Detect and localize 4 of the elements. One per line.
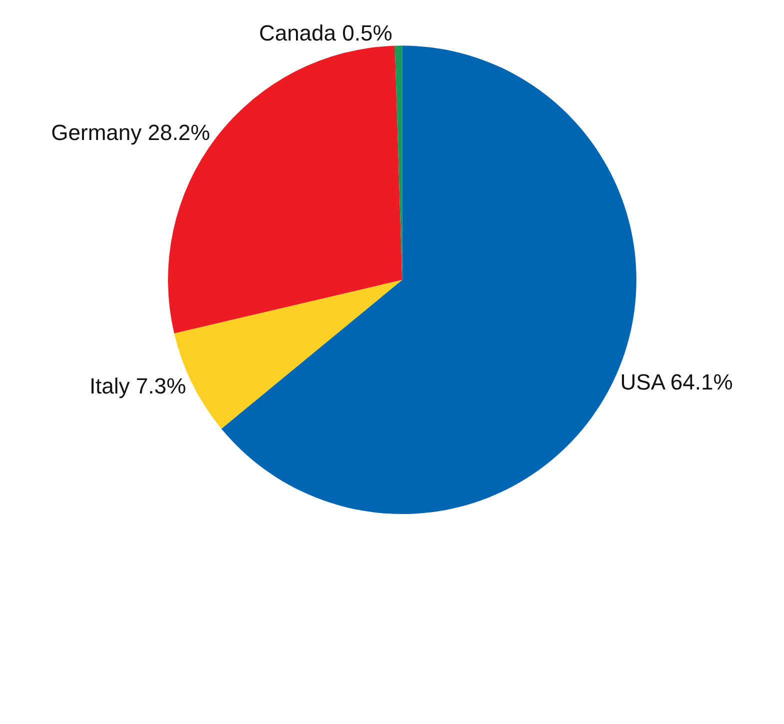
slice-label: Canada 0.5% [258,20,392,46]
slice-label: Germany 28.2% [51,120,210,146]
slice-label: Italy 7.3% [89,374,186,399]
slice-label: USA 64.1% [620,370,733,395]
